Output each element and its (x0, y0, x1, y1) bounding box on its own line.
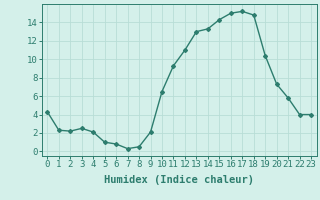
X-axis label: Humidex (Indice chaleur): Humidex (Indice chaleur) (104, 175, 254, 185)
